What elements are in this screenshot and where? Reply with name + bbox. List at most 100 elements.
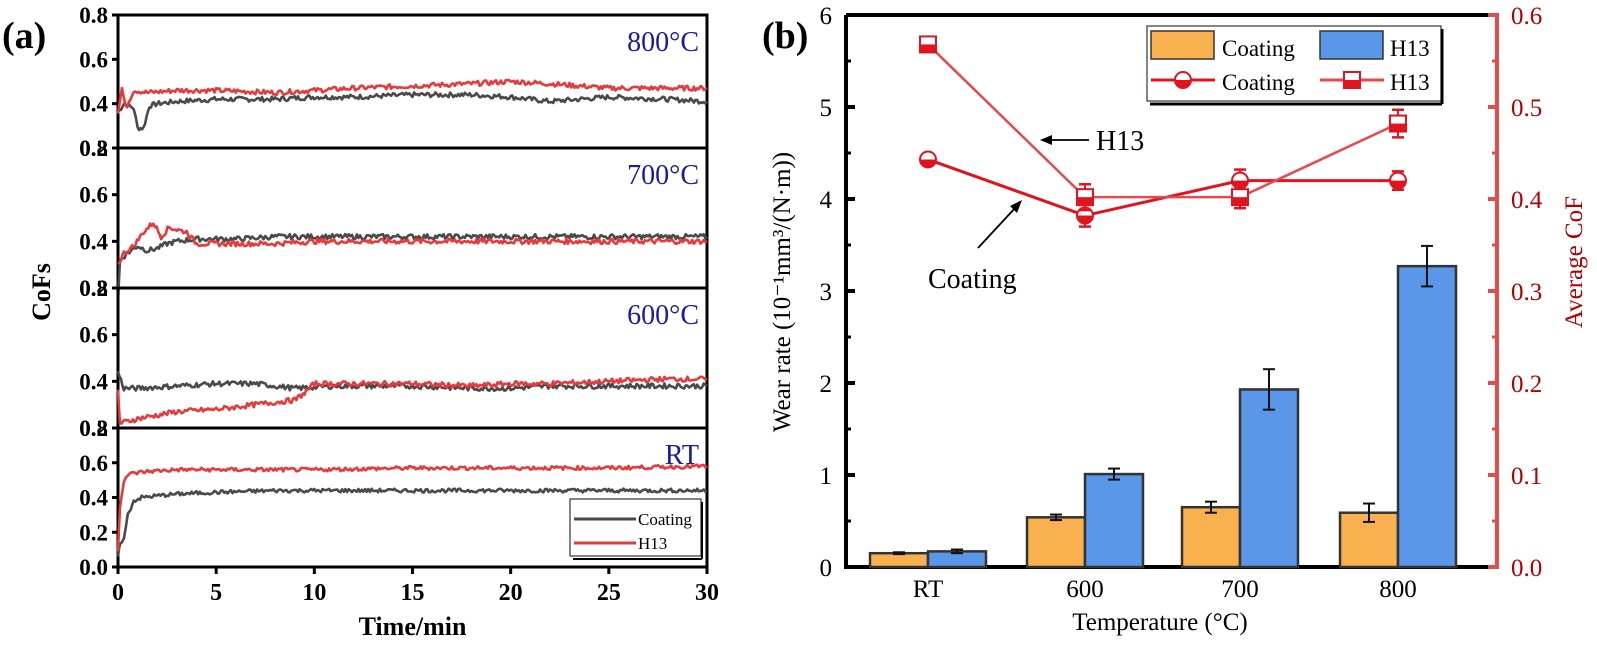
y-tick-label: 0.4 xyxy=(79,229,108,254)
subplot-frame xyxy=(116,286,709,430)
y-tick-label: 0.8 xyxy=(79,416,108,441)
x-category-label: 600 xyxy=(1066,576,1104,603)
left-y-tick-label: 3 xyxy=(820,279,833,306)
x-category-label: 700 xyxy=(1221,576,1259,603)
error-bar xyxy=(893,551,905,556)
error-bar xyxy=(1205,500,1217,514)
right-y-tick-label: 0.0 xyxy=(1511,555,1542,582)
annotation-coating-text: Coating xyxy=(928,264,1017,295)
y-tick-label: 0.2 xyxy=(79,136,108,161)
cof-marker-h13-rt xyxy=(919,35,937,54)
marker-fill xyxy=(1344,80,1360,88)
x-category-label: RT xyxy=(913,576,943,603)
panel-b-legend: Coating H13 Coating H13 xyxy=(1146,25,1444,106)
temperature-label: RT xyxy=(665,440,699,471)
series-line-h13 xyxy=(116,78,708,114)
x-tick-label: 15 xyxy=(401,580,425,606)
subplot-600c: 0.2 0.4 0.6 0.8 600°C xyxy=(79,276,709,441)
left-y-tick-label: 5 xyxy=(820,95,833,122)
legend-label-h13: H13 xyxy=(638,534,667,553)
x-tick-label: 10 xyxy=(302,580,326,606)
y-tick-label: 0.6 xyxy=(79,451,108,476)
marker-fill xyxy=(1077,197,1093,206)
marker-fill xyxy=(920,159,936,168)
bar-h13-700 xyxy=(1238,388,1300,569)
legend-label-coating: Coating xyxy=(638,510,692,529)
series-line-coating xyxy=(116,232,708,301)
series-line-h13 xyxy=(116,375,708,425)
y-tick-label: 0.2 xyxy=(79,520,108,545)
y-tick-label: 0.4 xyxy=(79,369,108,394)
legend-label-coating-bar: Coating xyxy=(1222,36,1295,61)
cof-marker-h13-800 xyxy=(1389,114,1407,133)
series-line-coating xyxy=(116,487,708,557)
subplot-frame xyxy=(116,13,709,150)
panel-a-x-axis-label: Time/min xyxy=(359,612,467,641)
right-y-tick-label: 0.3 xyxy=(1511,279,1542,306)
legend-label-h13-line: H13 xyxy=(1390,70,1430,95)
y-tick-label: 0.4 xyxy=(79,92,108,117)
panel-a-label: (a) xyxy=(2,15,46,57)
cof-marker-coating-rt xyxy=(919,150,937,169)
bar-coating-rt xyxy=(868,551,930,569)
left-y-tick-label: 4 xyxy=(820,187,833,214)
error-bar xyxy=(1263,368,1275,411)
right-y-tick-label: 0.1 xyxy=(1511,463,1542,490)
right-y-tick-label: 0.6 xyxy=(1511,3,1542,30)
temperature-label: 600°C xyxy=(627,300,699,331)
x-tick-label: 5 xyxy=(210,580,222,606)
series-line-coating xyxy=(116,91,709,132)
legend-marker-circle xyxy=(1174,71,1192,89)
panel-b-y-axis-label: Wear rate (10⁻¹mm³/(N·m)) xyxy=(769,152,796,432)
series-line-h13 xyxy=(116,463,708,552)
panel-b-label: (b) xyxy=(762,15,808,57)
x-category-label: 800 xyxy=(1379,576,1417,603)
panel-b: (b) 0 1 2 3 4 5 6 0.0 0.1 0.2 0.3 0.4 0.5 0.6 RT 600 700… xyxy=(762,3,1588,636)
x-tick-label: 0 xyxy=(112,580,124,606)
error-bar xyxy=(1108,467,1120,481)
subplot-800c: 0.2 0.4 0.6 0.8 800°C xyxy=(79,3,709,161)
legend-marker-square xyxy=(1343,71,1361,89)
error-bar xyxy=(951,548,963,555)
cof-marker-h13-700 xyxy=(1231,188,1249,207)
error-bar xyxy=(1421,244,1433,288)
marker-fill xyxy=(1390,180,1406,189)
y-tick-label: 0.0 xyxy=(79,555,108,580)
subplot-700c: 0.2 0.4 0.6 0.8 700°C xyxy=(79,136,709,301)
y-tick-label: 0.8 xyxy=(79,3,108,28)
marker-fill xyxy=(1232,197,1248,206)
left-y-tick-label: 6 xyxy=(820,3,833,30)
y-tick-label: 0.6 xyxy=(79,183,108,208)
left-y-tick-label: 2 xyxy=(820,371,833,398)
cof-line-h13 xyxy=(927,43,1399,199)
y-tick-label: 0.8 xyxy=(79,276,108,301)
x-tick-label: 20 xyxy=(499,580,523,606)
y-tick-label: 0.2 xyxy=(79,416,108,441)
subplot-frame xyxy=(116,146,709,290)
legend-swatch-coating-line xyxy=(1151,71,1215,89)
left-y-tick-label: 1 xyxy=(820,463,833,490)
bar-h13-600 xyxy=(1083,472,1145,569)
annotation-h13-text: H13 xyxy=(1096,126,1144,157)
left-y-tick-label: 0 xyxy=(820,555,833,582)
legend-label-h13-bar: H13 xyxy=(1390,36,1430,61)
cof-marker-h13-600 xyxy=(1076,188,1094,207)
panel-a: (a) CoFs Time/min 0.20.40.60.8800°C0.20.… xyxy=(2,3,719,641)
bar-coating-700 xyxy=(1180,505,1242,569)
marker-fill xyxy=(1077,215,1093,224)
y-tick-label: 0.2 xyxy=(79,276,108,301)
annotation-h13: H13 xyxy=(1040,126,1144,157)
right-y-tick-label: 0.2 xyxy=(1511,371,1542,398)
bar-coating-600 xyxy=(1025,516,1087,569)
marker-fill xyxy=(1175,80,1191,88)
marker-fill xyxy=(1390,123,1406,132)
panel-a-y-axis-label: CoFs xyxy=(27,263,56,321)
cof-marker-coating-800 xyxy=(1389,171,1407,190)
legend-label-coating-line: Coating xyxy=(1222,70,1295,95)
series-line-h13 xyxy=(117,222,708,266)
temperature-label: 700°C xyxy=(627,160,699,191)
x-tick-label: 25 xyxy=(597,580,621,606)
legend-swatch-coating-bar xyxy=(1150,30,1215,60)
y-tick-label: 0.4 xyxy=(79,486,108,511)
